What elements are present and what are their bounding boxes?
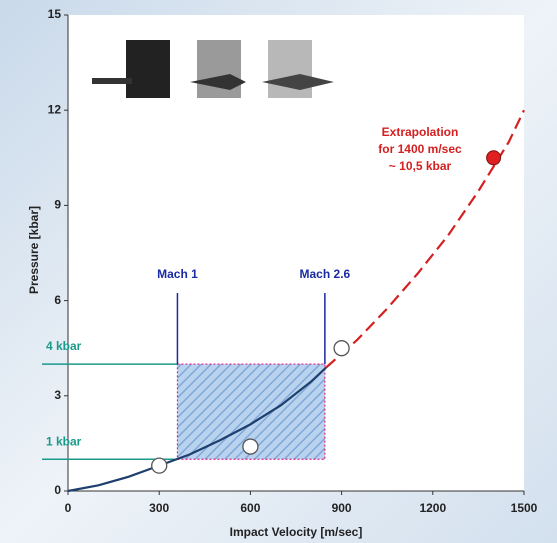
data-point <box>151 457 168 474</box>
y-axis-label: Pressure [kbar] <box>27 206 41 294</box>
x-tick-label: 0 <box>65 501 72 515</box>
y-marker-label: 1 kbar <box>46 434 82 448</box>
annotation: for 1400 m/sec <box>378 142 462 156</box>
data-point <box>333 340 350 357</box>
x-tick-label: 300 <box>149 501 169 515</box>
photo-strip <box>92 40 334 98</box>
curve <box>325 109 525 369</box>
highlight-point <box>486 150 502 166</box>
x-tick-label: 1500 <box>511 501 538 515</box>
y-tick-label: 12 <box>48 102 62 116</box>
y-tick-label: 9 <box>54 198 61 212</box>
y-marker-label: 4 kbar <box>46 339 82 353</box>
x-marker-label: Mach 1 <box>157 267 198 281</box>
x-tick-label: 900 <box>332 501 352 515</box>
annotation: ~ 10,5 kbar <box>389 159 452 173</box>
y-tick-label: 0 <box>54 483 61 497</box>
x-tick-label: 600 <box>240 501 260 515</box>
data-point <box>242 438 259 455</box>
y-tick-label: 15 <box>48 7 62 21</box>
curve <box>67 366 328 493</box>
x-tick-label: 1200 <box>419 501 446 515</box>
x-marker-label: Mach 2.6 <box>300 267 351 281</box>
x-axis-label: Impact Velocity [m/sec] <box>230 525 363 539</box>
y-tick-label: 3 <box>54 388 61 402</box>
y-tick-label: 6 <box>54 293 61 307</box>
annotation: Extrapolation <box>382 125 459 139</box>
